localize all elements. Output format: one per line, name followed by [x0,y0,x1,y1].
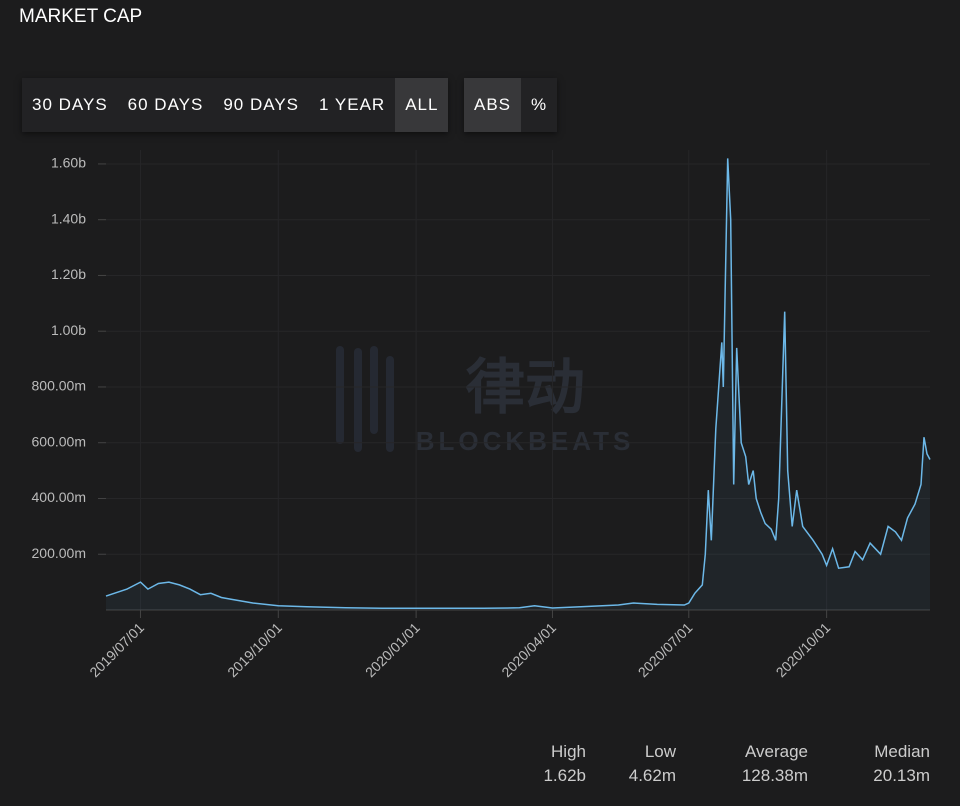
x-tick-label: 2020/10/01 [772,619,833,680]
stat-label: High [551,742,586,761]
x-tick-label: 2020/04/01 [498,619,559,680]
stat-label: Average [744,742,808,761]
y-tick-label: 1.20b [51,266,86,282]
y-tick-label: 400.00m [32,489,86,505]
stat-label: Median [874,742,930,761]
stat: Low 4.62m [556,740,676,788]
range-button[interactable]: 30 DAYS [32,95,108,114]
x-tick-label: 2020/01/01 [362,619,423,680]
watermark-en: BLOCKBEATS [416,426,635,456]
x-tick-label: 2020/07/01 [635,619,696,680]
title: MARKET CAP [19,6,143,27]
stat-value: 1.62b [543,766,586,785]
mode-button[interactable]: % [531,95,548,114]
stat-label: Low [644,742,676,761]
x-tick-label: 2019/07/01 [86,619,147,680]
stat-value: 20.13m [873,766,930,785]
range-buttons: 30 DAYS 60 DAYS 90 DAYS 1 YEAR ALL [22,78,449,132]
mode-buttons: ABS% [464,78,558,132]
range-button[interactable]: 1 YEAR [319,95,386,114]
stat: Average 128.38m [688,740,808,788]
range-button[interactable]: ALL [395,78,449,132]
y-tick-label: 1.00b [51,322,86,338]
y-tick-label: 800.00m [32,378,86,394]
stat-value: 128.38m [741,766,808,785]
stat: High 1.62b [466,740,586,788]
area [106,158,930,610]
y-tick-label: 600.00m [32,433,86,449]
x-tick-label: 2019/10/01 [224,619,285,680]
range-button[interactable]: 60 DAYS [127,95,204,114]
y-tick-label: 1.60b [51,155,86,171]
range-button[interactable]: 90 DAYS [223,95,300,114]
chart: 律动BLOCKBEATS200.00m400.00m600.00m800.00m… [32,150,931,680]
stat: Median 20.13m [810,740,930,788]
line [105,158,931,610]
mode-button[interactable]: ABS [464,78,522,132]
stat-value: 4.62m [628,766,676,785]
y-tick-label: 200.00m [32,545,86,561]
y-tick-label: 1.40b [51,210,86,226]
